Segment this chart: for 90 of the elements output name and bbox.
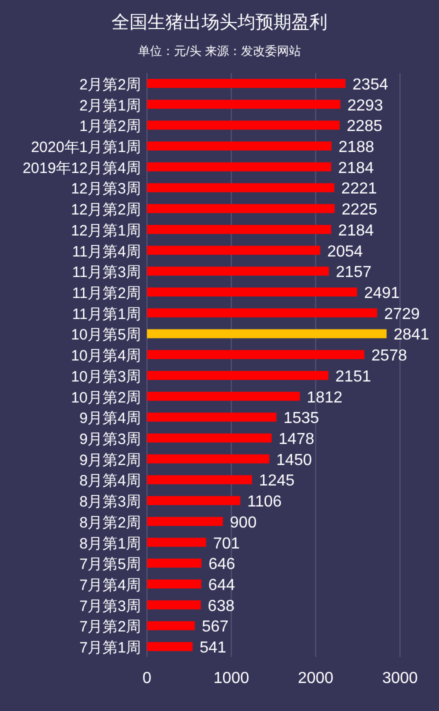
bar [147,642,193,652]
bar [147,329,387,338]
bar [147,162,332,172]
y-tick-label: 7月第5周 [79,556,141,574]
bar [147,204,335,214]
bar [147,142,332,150]
y-tick-label: 8月第4周 [79,472,141,490]
bar [147,350,364,360]
y-tick-label: 9月第4周 [79,410,141,428]
y-tick-label: 11月第2周 [72,285,141,302]
data-label: 2578 [371,348,408,365]
y-tick-label: 2019年12月第4周 [22,160,141,177]
y-tick-label: 2月第2周 [79,76,141,94]
y-tick-label: 7月第3周 [79,598,141,615]
bar [147,538,206,547]
y-tick-label: 9月第3周 [79,431,141,448]
y-tick-label: 1月第2周 [79,118,141,136]
data-label: 2841 [394,326,430,344]
data-label: 2184 [338,160,374,177]
x-tick-label: 2000 [298,670,334,687]
bar [147,246,320,255]
data-label: 2729 [384,306,420,323]
chart-subtitle: 单位：元/头 来源：发改委网站 [138,44,301,58]
data-label: 2054 [327,243,363,260]
bar [147,454,270,464]
bar [147,516,223,526]
data-label: 2491 [364,285,400,302]
data-label: 2188 [338,139,374,156]
y-tick-label: 10月第4周 [70,348,141,365]
data-label: 646 [208,556,236,574]
x-tick-label: 3000 [382,670,418,687]
chart-title: 全国生猪出场头均预期盈利 [112,12,328,32]
y-tick-label: 2月第1周 [79,97,141,114]
bar [147,392,300,401]
x-tick-label: 0 [142,670,152,687]
y-tick-label: 7月第1周 [79,640,141,657]
data-label: 2151 [335,368,372,386]
y-tick-label: 11月第1周 [72,306,141,323]
data-label: 2184 [338,222,374,240]
data-label: 2221 [341,180,377,198]
data-label: 1478 [278,431,314,448]
y-tick-label: 7月第2周 [79,618,141,636]
y-tick-label: 12月第3周 [70,180,141,198]
data-label: 567 [202,618,229,636]
y-tick-label: 12月第2周 [70,202,141,219]
bar [147,120,340,130]
bar [147,475,252,484]
bar [147,621,195,630]
bar [147,600,201,610]
data-label: 638 [208,598,235,615]
bar [147,224,332,234]
data-label: 1245 [258,472,295,490]
data-label: 541 [200,640,226,657]
y-tick-label: 7月第4周 [79,577,141,594]
bar [147,266,329,276]
data-label: 2285 [346,118,382,136]
y-tick-label: 10月第5周 [70,326,141,344]
bar [147,412,276,422]
y-tick-label: 12月第1周 [70,222,141,240]
y-tick-label: 11月第3周 [72,264,141,282]
data-label: 2293 [347,97,384,114]
y-tick-label: 8月第1周 [79,535,141,552]
bar [147,308,378,318]
data-label: 2354 [352,76,388,94]
data-label: 900 [230,514,257,532]
y-tick-label: 8月第2周 [79,514,141,532]
bar [147,434,272,442]
data-label: 2225 [342,202,378,219]
bar [147,78,346,88]
y-tick-label: 11月第4周 [72,243,141,260]
data-label: 1812 [306,389,343,406]
data-label: 1106 [247,494,282,511]
data-label: 1450 [276,452,312,469]
bar [147,496,240,506]
y-tick-label: 10月第3周 [70,368,141,386]
bar [147,183,334,192]
bar [147,100,340,109]
data-label: 1535 [283,410,320,428]
y-tick-label: 10月第2周 [70,389,141,406]
bar [147,288,358,296]
y-tick-label: 2020年1月第1周 [30,139,141,156]
x-tick-label: 1000 [214,670,250,687]
bar [147,370,328,380]
data-label: 644 [208,577,236,594]
y-tick-label: 8月第3周 [79,494,141,511]
data-label: 701 [213,535,240,552]
bar [147,558,202,568]
y-tick-label: 9月第2周 [79,452,141,469]
bar [147,580,202,588]
data-label: 2157 [336,264,372,282]
